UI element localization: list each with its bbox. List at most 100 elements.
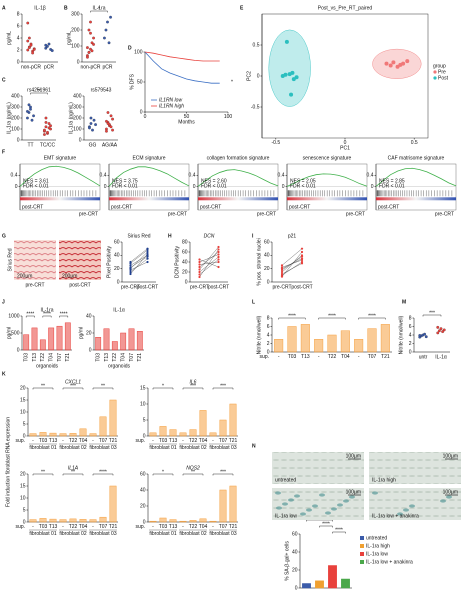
fdr-label: FDR < 0.01 <box>112 184 138 190</box>
x-tick-label: T03 <box>39 438 48 444</box>
x-axis-label: sup. <box>16 438 25 444</box>
dot <box>217 253 220 256</box>
y-axis-label: pg/ml <box>6 327 12 339</box>
bar <box>31 327 38 351</box>
dot <box>43 128 46 132</box>
bar <box>209 432 217 437</box>
fdr-label: FDR < 0.01 <box>379 184 405 190</box>
y-tick-label: 80 <box>182 239 188 245</box>
point <box>284 39 289 44</box>
y-tick-label: 1000 <box>8 313 19 319</box>
dot <box>91 128 94 132</box>
y-axis-label: Nitrite (nmol/well) <box>398 315 404 354</box>
x-tick-label: - <box>358 354 360 360</box>
stain <box>276 506 282 510</box>
enrichment-curve <box>197 169 279 187</box>
enrichment-curve <box>19 165 101 187</box>
rank-gradient <box>20 197 100 201</box>
bar <box>199 518 207 523</box>
bar <box>169 429 177 437</box>
pair-line <box>281 263 303 275</box>
dot <box>32 48 36 51</box>
dot <box>217 255 220 259</box>
significance-label: **** <box>99 469 107 475</box>
x-tick-label: T07 <box>129 353 135 362</box>
dot <box>129 270 132 274</box>
dot <box>129 266 132 269</box>
significance-bracket <box>90 10 108 13</box>
x-tick-label: T21 <box>229 524 238 530</box>
dot <box>49 124 52 128</box>
nes-label: NES = 2.05 <box>290 179 316 185</box>
y-tick-label: 0 <box>23 433 26 439</box>
bar <box>274 339 284 353</box>
x-tick-label: T03 <box>288 354 297 360</box>
x-tick-label: 0.5 <box>411 140 418 146</box>
bar <box>189 429 197 437</box>
x-tick-label: AG/AA <box>102 142 118 148</box>
significance-label: *** <box>429 310 435 316</box>
chart-title: IL-1α <box>113 307 125 313</box>
bar <box>39 518 47 523</box>
dot <box>44 125 48 129</box>
x-tick-label: T03 <box>95 353 101 362</box>
significance-bracket <box>30 92 48 95</box>
y-tick-label: 40 <box>182 259 188 265</box>
panel-frame <box>286 163 368 211</box>
bar <box>380 324 390 353</box>
x-tick-label: - <box>92 438 94 444</box>
legend-label: IL-1ra low + anakinra <box>366 559 413 565</box>
panel-letter: H <box>168 233 172 239</box>
bar <box>99 516 107 523</box>
legend-swatch <box>360 560 364 564</box>
stain <box>446 495 452 499</box>
stain <box>288 498 294 502</box>
x-tick-label: T04 <box>199 438 208 444</box>
panel-frame <box>19 163 101 211</box>
bar <box>354 339 364 353</box>
significance-label: ** <box>71 469 75 475</box>
dot <box>198 263 201 266</box>
x-tick-label: - <box>212 438 214 444</box>
x-tick-label: T22 <box>189 524 198 530</box>
stain <box>312 504 318 508</box>
group-label: fibroblast 03 <box>209 531 236 537</box>
nes-label: NES = 3.75 <box>112 179 138 185</box>
image-title: Sirius Red <box>7 248 13 271</box>
bar <box>315 580 324 589</box>
significance-bracket <box>25 315 35 318</box>
stain <box>331 507 337 511</box>
x-axis-label: organoids <box>108 363 130 369</box>
significance-bracket <box>278 317 306 320</box>
x-tick-label: - <box>62 438 64 444</box>
dot <box>89 116 93 120</box>
dot <box>47 42 51 46</box>
point <box>391 60 396 65</box>
dot <box>106 122 110 125</box>
dot <box>198 270 201 274</box>
legend-label: IL-1ra high <box>366 543 390 549</box>
y-tick-label: 400 <box>11 93 20 99</box>
chart-title: NOS2 <box>186 465 200 471</box>
x-tick-label: T21 <box>109 438 118 444</box>
significance-label: **** <box>322 521 330 527</box>
rank-gradient <box>376 197 456 201</box>
dot <box>94 123 97 126</box>
bar <box>69 518 77 523</box>
stain <box>294 494 300 498</box>
bar <box>79 519 87 523</box>
stain <box>325 511 331 515</box>
x-tick-label: T04 <box>79 438 88 444</box>
y-tick-label: 300 <box>11 104 20 110</box>
y-tick-label: 10 <box>20 495 26 501</box>
scale-label: 100µm <box>443 453 458 459</box>
chart-title: IL-1ra <box>92 5 105 11</box>
y-tick-label: 60 <box>292 531 298 537</box>
dot <box>44 120 48 124</box>
dot <box>217 265 220 269</box>
pair-line <box>281 251 303 277</box>
dot <box>105 119 108 123</box>
pair-line <box>199 246 219 270</box>
x-tick-label: pre-CRT <box>272 284 291 290</box>
group-label: fibroblast 01 <box>149 531 176 537</box>
